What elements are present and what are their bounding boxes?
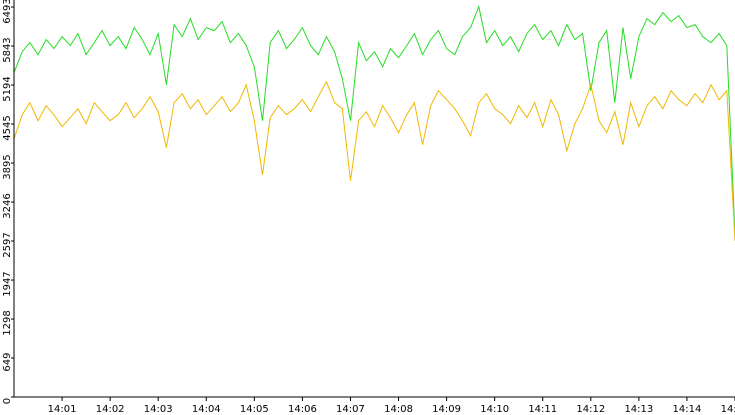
x-tick-label: 14:02 xyxy=(96,404,125,415)
x-tick-label: 14:03 xyxy=(144,404,173,415)
y-tick-label: 6493 xyxy=(2,0,13,24)
x-tick-label: 14:10 xyxy=(480,404,509,415)
x-tick-label: 14:13 xyxy=(624,404,653,415)
y-tick-label: 5194 xyxy=(2,76,13,101)
x-tick-label: 14:09 xyxy=(432,404,461,415)
y-tick-label: 0 xyxy=(2,398,13,404)
y-tick-label: 3246 xyxy=(2,193,13,218)
series-line xyxy=(13,80,735,241)
y-tick-label: 3895 xyxy=(2,154,13,179)
x-tick-label: 14:06 xyxy=(288,404,317,415)
x-tick-label: 14:07 xyxy=(336,404,365,415)
series-line xyxy=(13,4,735,235)
x-tick-label: 14:15 xyxy=(721,404,735,415)
y-tick-label: 1947 xyxy=(2,271,13,296)
x-tick-label: 14:05 xyxy=(240,404,269,415)
x-tick-label: 14:11 xyxy=(528,404,557,415)
x-tick-label: 14:14 xyxy=(673,404,702,415)
y-tick-label: 5843 xyxy=(2,37,13,62)
y-tick-label: 2597 xyxy=(2,232,13,257)
x-tick-label: 14:04 xyxy=(192,404,221,415)
x-tick-label: 14:08 xyxy=(384,404,413,415)
y-tick-label: 4545 xyxy=(2,115,13,140)
x-tick-label: 14:01 xyxy=(48,404,77,415)
y-tick-label: 1298 xyxy=(2,310,13,335)
y-tick-label: 649 xyxy=(2,352,13,371)
x-tick-label: 14:12 xyxy=(576,404,605,415)
